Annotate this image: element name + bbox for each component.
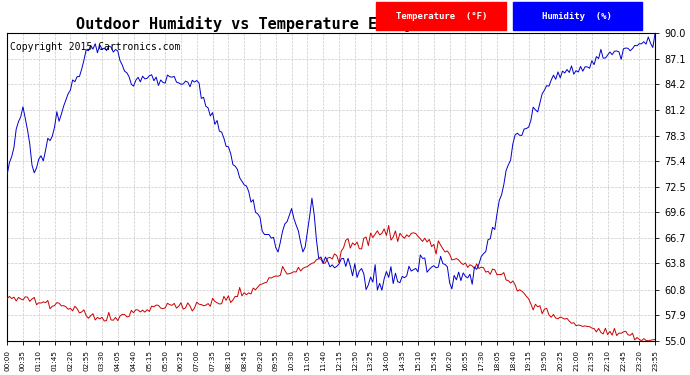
Text: Temperature  (°F): Temperature (°F) — [395, 12, 487, 21]
Title: Outdoor Humidity vs Temperature Every 5 Minutes 20150826: Outdoor Humidity vs Temperature Every 5 … — [76, 16, 586, 32]
Bar — [377, 2, 506, 30]
Text: Copyright 2015 Cartronics.com: Copyright 2015 Cartronics.com — [10, 42, 181, 52]
Bar — [513, 2, 642, 30]
Text: Humidity  (%): Humidity (%) — [542, 12, 612, 21]
